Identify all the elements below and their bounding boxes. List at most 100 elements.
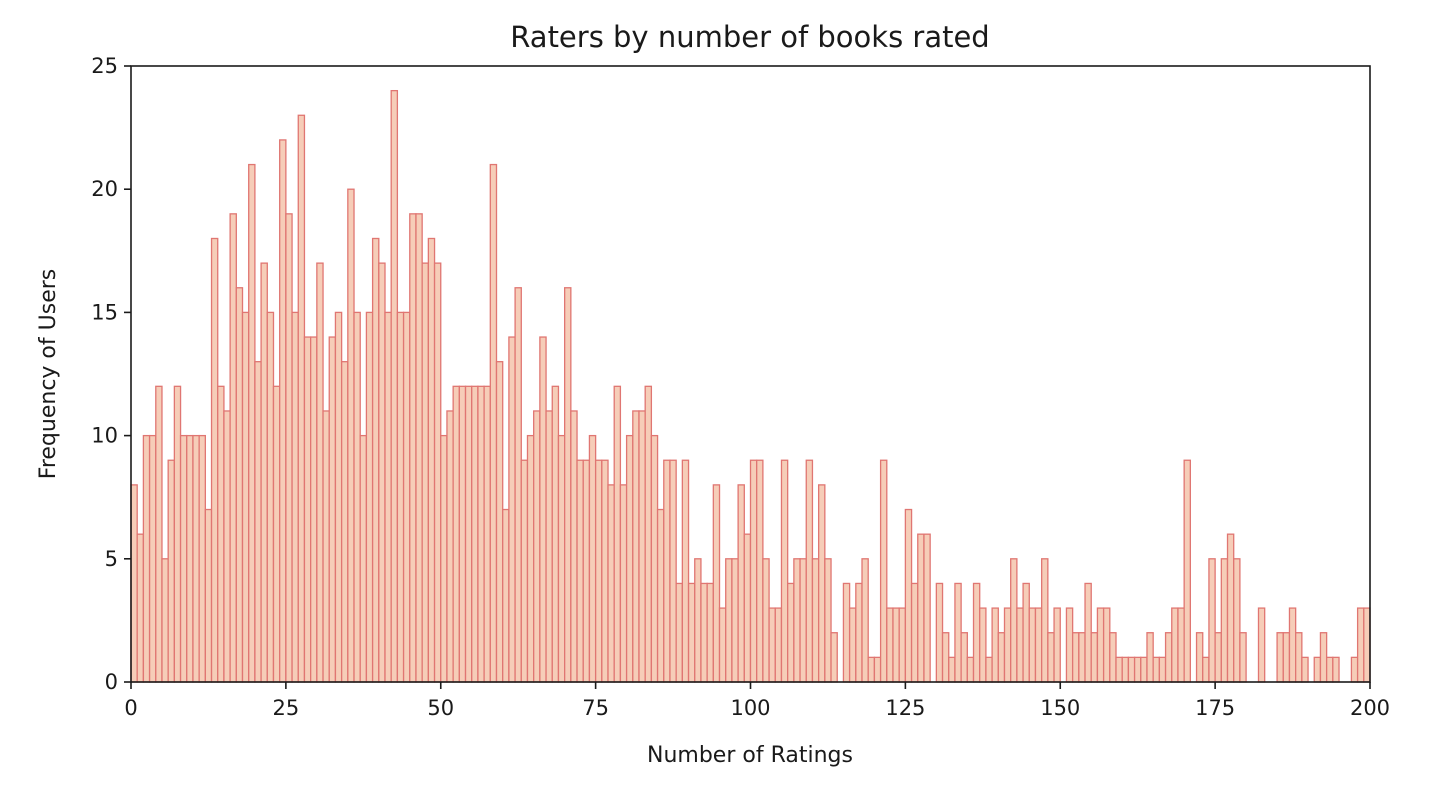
- histogram-bar: [881, 460, 887, 682]
- histogram-bar: [639, 411, 645, 682]
- histogram-bar: [521, 460, 527, 682]
- histogram-bar: [1215, 633, 1221, 682]
- x-tick-label: 50: [427, 696, 454, 720]
- histogram-bar: [298, 115, 304, 682]
- histogram-bar: [1178, 608, 1184, 682]
- histogram-bar: [800, 559, 806, 682]
- histogram-bar: [1116, 657, 1122, 682]
- histogram-bar: [620, 485, 626, 682]
- y-tick-label: 20: [91, 177, 118, 201]
- histogram-bar: [912, 583, 918, 682]
- histogram-bar: [354, 312, 360, 682]
- histogram-bar: [602, 460, 608, 682]
- histogram-bar: [627, 436, 633, 682]
- histogram-bar: [1184, 460, 1190, 682]
- histogram-bar: [682, 460, 688, 682]
- histogram-bar: [614, 386, 620, 682]
- histogram-bar: [150, 436, 156, 682]
- histogram-bar: [249, 165, 255, 682]
- histogram-bar: [732, 559, 738, 682]
- histogram-bar: [1159, 657, 1165, 682]
- histogram-bar: [1104, 608, 1110, 682]
- x-axis-ticks: 0 25 50 75 100 125 150 175 200: [124, 682, 1390, 720]
- histogram-bar: [670, 460, 676, 682]
- histogram-bar: [360, 436, 366, 682]
- histogram-bar: [757, 460, 763, 682]
- chart-title: Raters by number of books rated: [510, 20, 989, 54]
- histogram-bar: [416, 214, 422, 682]
- histogram-bar: [577, 460, 583, 682]
- histogram-bar: [806, 460, 812, 682]
- histogram-bar: [899, 608, 905, 682]
- x-tick-label: 75: [582, 696, 609, 720]
- histogram-bar: [391, 91, 397, 682]
- y-axis-ticks: 0 5 10 15 20 25: [91, 54, 131, 694]
- histogram-bar: [974, 583, 980, 682]
- histogram-bar: [447, 411, 453, 682]
- histogram-bar: [1314, 657, 1320, 682]
- histogram-bar: [1283, 633, 1289, 682]
- histogram-bar: [143, 436, 149, 682]
- histogram-bar: [255, 362, 261, 682]
- histogram-bar: [986, 657, 992, 682]
- histogram-bar: [1023, 583, 1029, 682]
- y-tick-label: 10: [91, 424, 118, 448]
- histogram-bar: [366, 312, 372, 682]
- histogram-bar: [1073, 633, 1079, 682]
- histogram-bar: [174, 386, 180, 682]
- histogram-bar: [348, 189, 354, 682]
- histogram-bar: [751, 460, 757, 682]
- histogram-bar: [1017, 608, 1023, 682]
- histogram-bar: [1035, 608, 1041, 682]
- histogram-bar: [949, 657, 955, 682]
- histogram-bar: [713, 485, 719, 682]
- x-tick-label: 100: [730, 696, 770, 720]
- histogram-bar: [1351, 657, 1357, 682]
- histogram-bar: [1302, 657, 1308, 682]
- histogram-bar: [819, 485, 825, 682]
- histogram-bar: [1327, 657, 1333, 682]
- histogram-bar: [459, 386, 465, 682]
- histogram-bar: [311, 337, 317, 682]
- y-tick-label: 5: [105, 547, 118, 571]
- histogram-bar: [744, 534, 750, 682]
- y-axis-label: Frequency of Users: [36, 269, 61, 479]
- histogram-bar: [379, 263, 385, 682]
- histogram-bar: [1085, 583, 1091, 682]
- histogram-bar: [862, 559, 868, 682]
- histogram-bar: [1197, 633, 1203, 682]
- y-tick-label: 0: [105, 670, 118, 694]
- histogram-bar: [769, 608, 775, 682]
- histogram-bar: [781, 460, 787, 682]
- histogram-bar: [596, 460, 602, 682]
- histogram-bar: [453, 386, 459, 682]
- histogram-bar: [243, 312, 249, 682]
- histogram-bar: [701, 583, 707, 682]
- histogram-bar: [1364, 608, 1370, 682]
- histogram-bar: [323, 411, 329, 682]
- histogram-bar: [224, 411, 230, 682]
- histogram-bar: [534, 411, 540, 682]
- histogram-bar: [558, 436, 564, 682]
- histogram-bar: [868, 657, 874, 682]
- histogram-bar: [385, 312, 391, 682]
- histogram-bar: [1333, 657, 1339, 682]
- histogram-bar: [490, 165, 496, 682]
- x-tick-label: 175: [1195, 696, 1235, 720]
- histogram-bar: [156, 386, 162, 682]
- histogram-bar: [812, 559, 818, 682]
- histogram-bar: [478, 386, 484, 682]
- histogram-bar: [428, 238, 434, 682]
- histogram-bar: [763, 559, 769, 682]
- histogram-bar: [998, 633, 1004, 682]
- histogram-bar: [193, 436, 199, 682]
- x-tick-label: 200: [1350, 696, 1390, 720]
- x-tick-label: 125: [885, 696, 925, 720]
- histogram-bar: [373, 238, 379, 682]
- histogram-bar: [317, 263, 323, 682]
- histogram-bar: [335, 312, 341, 682]
- histogram-bar: [515, 288, 521, 682]
- histogram-bar: [707, 583, 713, 682]
- histogram-bar: [1358, 608, 1364, 682]
